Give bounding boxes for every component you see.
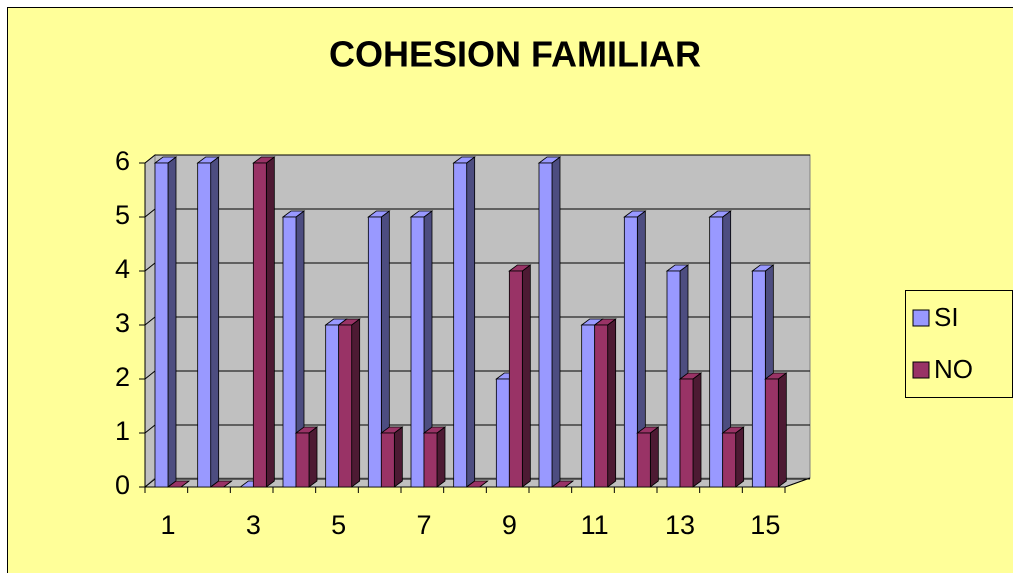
x-tick-label: 11 <box>581 510 609 540</box>
bar-front <box>538 162 553 488</box>
x-tick-label: 3 <box>246 510 261 540</box>
bar-side <box>265 156 275 488</box>
bar <box>294 426 319 488</box>
legend-swatch <box>912 309 930 327</box>
bar-side <box>692 372 702 488</box>
bar-front <box>197 162 212 488</box>
bar-side <box>607 318 617 488</box>
bar <box>166 480 191 488</box>
bar-side <box>466 156 476 488</box>
bar <box>281 210 306 488</box>
bar <box>636 426 660 488</box>
legend-swatch <box>912 361 930 379</box>
chart-title: COHESION FAMILIAR <box>329 34 701 75</box>
y-tick-label: 5 <box>115 200 130 230</box>
y-tick-label: 3 <box>115 308 130 338</box>
bar-front <box>410 216 425 488</box>
bar-side <box>351 318 361 488</box>
bar-front <box>380 432 395 488</box>
y-tick-label: 4 <box>115 254 130 284</box>
bar <box>721 426 745 488</box>
bar-side <box>521 264 531 488</box>
bar <box>422 426 447 488</box>
bar-front <box>367 216 382 488</box>
bar-top <box>550 480 575 488</box>
x-tick-label: 7 <box>416 510 431 540</box>
x-axis-depth <box>784 477 811 488</box>
bar <box>465 480 489 488</box>
bar <box>508 264 532 488</box>
bar-front <box>636 432 651 488</box>
bar <box>623 210 647 488</box>
bar-front <box>679 378 694 488</box>
bar-top <box>465 480 489 488</box>
bar-front <box>709 216 724 488</box>
bar-side <box>167 156 177 488</box>
bar <box>337 318 361 488</box>
bar-front <box>623 216 638 488</box>
bar <box>252 156 276 488</box>
legend <box>905 290 1013 398</box>
bar <box>196 156 220 488</box>
y-tick-label: 2 <box>115 362 130 392</box>
bar <box>764 372 788 488</box>
x-tick-label: 9 <box>502 510 517 540</box>
bar-front <box>338 324 353 488</box>
x-tick-label: 13 <box>665 510 695 540</box>
bar <box>678 372 703 488</box>
x-tick-label: 15 <box>750 510 780 540</box>
bar-side <box>551 156 561 488</box>
x-tick-label: 1 <box>160 510 175 540</box>
bar-front <box>722 432 737 488</box>
bar-front <box>295 432 310 488</box>
grid-line <box>144 154 810 164</box>
bar-side <box>436 426 446 488</box>
bar-front <box>666 270 681 488</box>
bar-front <box>252 162 267 488</box>
bar-side <box>210 156 220 488</box>
y-tick-label: 0 <box>115 470 130 500</box>
legend-label: NO <box>934 354 973 384</box>
bar <box>452 156 476 488</box>
y-tick-label: 6 <box>115 146 130 176</box>
bar-front <box>581 324 596 488</box>
bar <box>380 426 404 488</box>
bar-top <box>166 480 191 488</box>
bar-front <box>325 324 340 488</box>
bar-side <box>777 372 787 488</box>
bar-side <box>649 426 659 488</box>
bar-top <box>209 480 233 488</box>
bar-front <box>282 216 297 488</box>
bar-front <box>453 162 468 488</box>
bar <box>153 156 178 488</box>
bar-front <box>495 378 510 488</box>
bar <box>593 318 617 488</box>
bar <box>537 156 562 488</box>
bar <box>550 480 575 488</box>
bar-side <box>735 426 745 488</box>
bar-front <box>764 378 779 488</box>
bar-front <box>423 432 438 488</box>
x-tick-label: 5 <box>331 510 346 540</box>
bar <box>209 480 233 488</box>
bar-side <box>308 426 318 488</box>
bar-front <box>154 162 169 488</box>
bar-front <box>751 270 766 488</box>
y-tick-label: 1 <box>115 416 130 446</box>
bar-front <box>508 270 523 488</box>
bar <box>367 210 391 488</box>
bar <box>409 210 434 488</box>
legend-label: SI <box>934 302 959 332</box>
bar-front <box>594 324 609 488</box>
bar-side <box>393 426 403 488</box>
